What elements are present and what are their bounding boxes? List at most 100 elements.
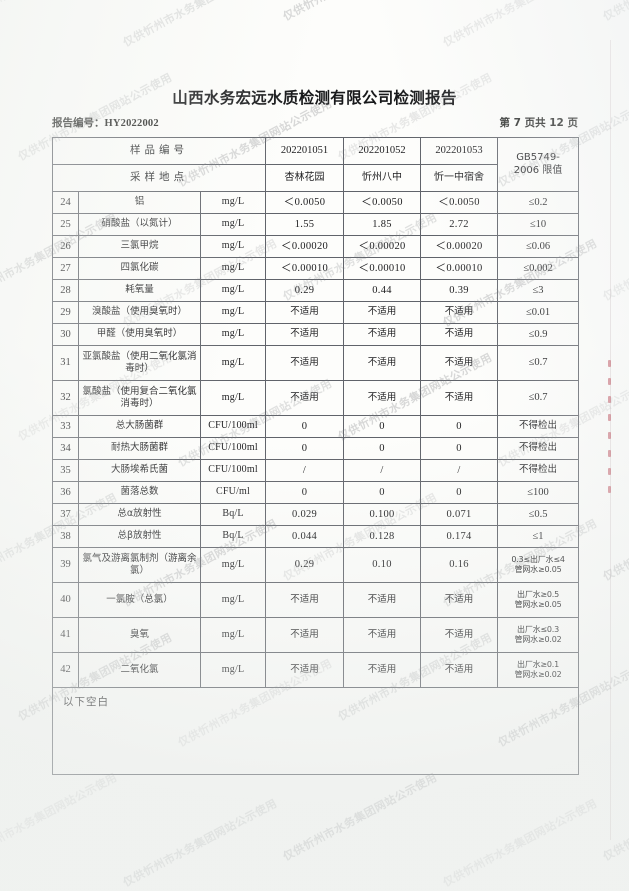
value-sample-3: 不适用 <box>420 582 499 618</box>
row-index: 26 <box>52 235 79 258</box>
value-sample-2: / <box>343 459 422 482</box>
parameter-name: 总大肠菌群 <box>78 415 201 438</box>
table-row: 36 菌落总数 CFU/ml 0 0 0 ≤100 <box>52 481 580 504</box>
limit-value: ≤0.7 <box>497 345 580 381</box>
value-sample-1: 0.29 <box>265 547 345 583</box>
value-sample-2: 0 <box>343 415 422 438</box>
value-sample-2: 1.85 <box>343 213 422 236</box>
report-meta: 报告编号：HY2022002 第 7 页共 12 页 <box>52 115 578 130</box>
limit-value: ≤0.01 <box>497 301 580 324</box>
value-sample-1: 1.55 <box>265 213 345 236</box>
sample-no-2: 202201052 <box>343 137 422 165</box>
sample-no-1: 202201051 <box>265 137 345 165</box>
limit-value: ≤1 <box>497 525 580 548</box>
parameter-unit: mg/L <box>199 652 267 688</box>
test-results-table: 样品编号 202201051 202201052 202201053 GB574… <box>51 137 580 775</box>
table-row: 40 一氯胺（总氯） mg/L 不适用 不适用 不适用 出厂水≥0.5 管网水≥0.05 <box>52 582 580 618</box>
blank-note: 以下空白 <box>51 687 580 775</box>
row-index: 37 <box>52 503 79 526</box>
parameter-name: 四氯化碳 <box>78 257 201 280</box>
table-header: 样品编号 202201051 202201052 202201053 GB574… <box>51 137 580 192</box>
table-row: 29 溴酸盐（使用臭氧时） mg/L 不适用 不适用 不适用 ≤0.01 <box>52 301 580 324</box>
table-row: 41 臭氧 mg/L 不适用 不适用 不适用 出厂水≤0.3 管网水≥0.02 <box>52 617 580 653</box>
limit-value: 不得检出 <box>497 437 580 460</box>
parameter-name: 二氧化氯 <box>78 652 201 688</box>
row-index: 31 <box>52 345 79 381</box>
report-number-label: 报告编号： <box>52 117 105 129</box>
value-sample-1: / <box>265 459 345 482</box>
header-row-sample-no: 样品编号 202201051 202201052 202201053 GB574… <box>51 137 580 192</box>
row-index: 42 <box>52 652 79 688</box>
blank-area-row: 以下空白 <box>51 687 580 775</box>
value-sample-3: ＜0.0050 <box>420 191 499 214</box>
parameter-name: 总α放射性 <box>78 503 201 526</box>
limit-value: ≤0.2 <box>497 191 580 214</box>
parameter-unit: CFU/ml <box>199 481 267 504</box>
parameter-name: 一氯胺（总氯） <box>78 582 201 618</box>
parameter-unit: mg/L <box>199 191 267 214</box>
parameter-name: 硝酸盐（以氮计） <box>78 213 201 236</box>
row-index: 27 <box>52 257 79 280</box>
limit-value: 出厂水≤0.3 管网水≥0.02 <box>497 617 580 653</box>
value-sample-2: 0.128 <box>343 525 422 548</box>
value-sample-2: 0.100 <box>343 503 422 526</box>
value-sample-2: 不适用 <box>343 323 422 346</box>
limit-value: ≤0.9 <box>497 323 580 346</box>
value-sample-1: ＜0.00010 <box>265 257 345 280</box>
table-row: 25 硝酸盐（以氮计） mg/L 1.55 1.85 2.72 ≤10 <box>52 213 580 236</box>
limit-value: ≤0.06 <box>497 235 580 258</box>
row-index: 28 <box>52 279 79 302</box>
value-sample-1: 0.044 <box>265 525 345 548</box>
page-edge-line <box>610 40 611 840</box>
parameter-name: 氯酸盐（使用复合二氧化氯消毒时） <box>78 380 201 416</box>
table-row: 24 铝 mg/L ＜0.0050 ＜0.0050 ＜0.0050 ≤0.2 <box>52 191 580 214</box>
table-row: 38 总β放射性 Bq/L 0.044 0.128 0.174 ≤1 <box>52 525 580 548</box>
parameter-unit: CFU/100ml <box>199 437 267 460</box>
value-sample-3: 不适用 <box>420 301 499 324</box>
report-number-value: HY2022002 <box>104 118 159 129</box>
row-index: 34 <box>52 437 79 460</box>
value-sample-1: 不适用 <box>265 345 345 381</box>
parameter-name: 亚氯酸盐（使用二氧化氯消毒时） <box>78 345 201 381</box>
value-sample-2: 不适用 <box>343 652 422 688</box>
value-sample-2: 不适用 <box>343 582 422 618</box>
limit-value: ≤0.002 <box>497 257 580 280</box>
sample-site-label: 采样地点 <box>51 164 267 192</box>
parameter-unit: mg/L <box>199 582 267 618</box>
table-row: 32 氯酸盐（使用复合二氧化氯消毒时） mg/L 不适用 不适用 不适用 ≤0.7 <box>52 380 580 416</box>
value-sample-2: 0 <box>343 481 422 504</box>
limit-standard-year: 2006 限值 <box>513 164 563 176</box>
parameter-unit: mg/L <box>199 235 267 258</box>
limit-value: ≤0.5 <box>497 503 580 526</box>
value-sample-3: 0 <box>420 481 499 504</box>
parameter-name: 氯气及游离氯制剂（游离余氯） <box>78 547 201 583</box>
parameter-unit: mg/L <box>199 257 267 280</box>
row-index: 39 <box>52 547 79 583</box>
value-sample-2: 0.44 <box>343 279 422 302</box>
value-sample-3: / <box>420 459 499 482</box>
table-row: 26 三氯甲烷 mg/L ＜0.00020 ＜0.00020 ＜0.00020 ≤0.06 <box>52 235 580 258</box>
value-sample-3: 0.174 <box>420 525 499 548</box>
parameter-name: 铝 <box>78 191 201 214</box>
parameter-name: 耐热大肠菌群 <box>78 437 201 460</box>
value-sample-1: 不适用 <box>265 323 345 346</box>
value-sample-1: 不适用 <box>265 301 345 324</box>
value-sample-1: 0 <box>265 415 345 438</box>
row-index: 30 <box>52 323 79 346</box>
table-row: 35 大肠埃希氏菌 CFU/100ml / / / 不得检出 <box>52 459 580 482</box>
limit-column-header: GB5749- 2006 限值 <box>497 137 580 192</box>
table-row: 39 氯气及游离氯制剂（游离余氯） mg/L 0.29 0.10 0.16 0.3≤出厂水≤… <box>52 547 580 583</box>
value-sample-1: 不适用 <box>265 380 345 416</box>
value-sample-2: 不适用 <box>343 380 422 416</box>
value-sample-1: 0.29 <box>265 279 345 302</box>
sample-site-3: 忻一中宿舍 <box>420 164 499 192</box>
table-row: 42 二氧化氯 mg/L 不适用 不适用 不适用 出厂水≥0.1 管网水≥0.02 <box>52 652 580 688</box>
limit-standard-code: GB5749- <box>516 151 560 163</box>
parameter-unit: Bq/L <box>199 525 267 548</box>
value-sample-3: 0.071 <box>420 503 499 526</box>
table-row: 37 总α放射性 Bq/L 0.029 0.100 0.071 ≤0.5 <box>52 503 580 526</box>
parameter-unit: mg/L <box>199 345 267 381</box>
sample-site-2: 忻州八中 <box>343 164 422 192</box>
